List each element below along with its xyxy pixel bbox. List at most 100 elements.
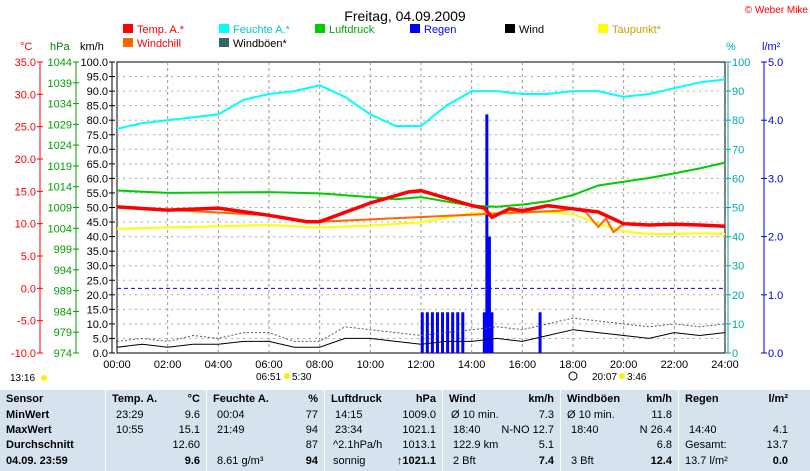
rain-bar [446,312,450,353]
pressure-axis-tick-label: 1024 [48,140,72,152]
x-tick-label: 10:00 [357,359,385,371]
series-line [116,317,726,342]
legend-swatch [219,24,229,33]
pressure-axis-tick-label: 1034 [48,99,72,111]
chart-marks [116,78,726,353]
gust-current-value: 12.4 [650,455,672,467]
rain-current-value: 0.0 [772,455,788,467]
gust-max-time: 18:40 [571,424,599,436]
wind-axis-tick-label: 10.0 [87,319,108,331]
x-tick-label: 02:00 [154,359,182,371]
temp-axis-tick-label: 30.0 [15,89,36,101]
press-max-value: 1021.1 [402,424,436,436]
humidity-axis-tick-label: 20 [732,290,744,302]
temp-max-time: 10:55 [116,424,144,436]
temp-axis-tick-label: 5.0 [21,251,36,263]
gust-unit: km/h [646,393,672,405]
pressure-axis-unit: hPa [50,41,70,53]
stats-col-sensor: Sensor MinWert MaxWert Durchschnitt 04.0… [0,390,106,471]
temp-axis-tick-label: 10.0 [15,219,36,231]
temp-axis-tick-label: -5.0 [17,316,36,328]
temp-unit: °C [187,393,200,405]
hum-avg-value: 87 [305,439,318,451]
humidity-axis-tick-label: 100 [732,57,750,69]
gust-avg-label: Ø 10 min. [567,409,615,421]
gust-avg-value: 6.8 [656,439,672,451]
wind-axis-tick-label: 15.0 [87,304,108,316]
gust-head: Windböen [567,393,621,405]
row-label-max: MaxWert [6,424,52,436]
legend-swatch [219,38,229,47]
legend-label: Wind [519,24,544,36]
temp-axis-tick-label: 20.0 [15,154,36,166]
temp-current-value: 9.6 [184,455,200,467]
legend-label: Windböen* [233,38,288,50]
pressure-axis-tick-label: 999 [54,244,72,256]
legend-swatch [315,24,325,33]
series-line [116,329,726,348]
wind-axis-tick-label: 65.0 [87,159,108,171]
rain-bar [425,312,429,353]
temp-axis-tick-label: -10.0 [11,348,36,360]
temp-head: Temp. A. [112,393,158,405]
wind-axis-tick-label: 60.0 [87,173,108,185]
rain-bar [490,312,494,353]
humidity-axis-tick-label: 70 [732,144,744,156]
gust-bft: 3 Bft [571,455,594,467]
stats-col-gust: Windböen km/h Ø 10 min. 11.8 18:40 N 26.… [561,390,679,471]
x-tick-label: 00:00 [103,359,131,371]
rain-head: Regen [685,393,719,405]
pressure-axis-tick-label: 1004 [48,223,72,235]
pressure-axis-tick-label: 1044 [48,57,72,69]
humidity-axis-tick-label: 0 [732,348,738,360]
wind-axis-unit: km/h [80,41,104,53]
rain-axis-tick-label: 2.0 [768,232,783,244]
wind-axis-tick-label: 5.0 [93,333,108,345]
x-tick-label: 14:00 [458,359,486,371]
pressure-axis-tick-label: 979 [54,327,72,339]
rain-total-label: Gesamt: [685,439,727,451]
legend-swatch [123,38,133,47]
rain-total-value: 13.7 [766,439,788,451]
rain-unit: l/m² [768,393,788,405]
pressure-axis-tick-label: 1029 [48,119,72,131]
wind-axis-tick-label: 70.0 [87,144,108,156]
hum-current-value: 94 [305,455,318,467]
rain-bar [430,312,434,353]
pressure-axis-tick-label: 1019 [48,161,72,173]
wind-max-value: N-NO 12.7 [501,424,554,436]
rain-bar [456,312,460,353]
rain-bar [451,312,455,353]
wind-axis-tick-label: 20.0 [87,290,108,302]
wind-axis-tick-label: 50.0 [87,203,108,215]
legend-swatch [410,24,420,33]
left-time-label: 13:16 [10,373,35,384]
wind-head: Wind [449,393,476,405]
wind-axis-tick-label: 90.0 [87,86,108,98]
hum-absolute: 8.61 g/m³ [217,455,264,467]
pressure-axis-tick-label: 1039 [48,78,72,90]
sunset-sun-icon [619,373,625,379]
wind-axis-tick-label: 35.0 [87,246,108,258]
series-line [116,161,726,208]
humidity-axis-tick-label: 60 [732,173,744,185]
humidity-axis-tick-label: 10 [732,319,744,331]
legend-label: Luftdruck [329,24,375,36]
x-tick-label: 22:00 [661,359,689,371]
wind-axis-tick-label: 100.0 [80,57,108,69]
press-forecast: sonnig [333,455,366,467]
legend-label: Regen [424,24,456,36]
sunrise-time: 06:51 [256,372,281,383]
wind-axis-tick-label: 75.0 [87,130,108,142]
rain-bar [482,312,486,353]
sunrise-sun-icon [284,373,290,379]
legend-swatch [123,24,133,33]
wind-axis-tick-label: 30.0 [87,261,108,273]
weather-chart: Freitag, 04.09.2009 © Weber Mike Temp. A… [10,5,808,384]
wind-axis-tick-label: 40.0 [87,232,108,244]
stats-col-humidity: Feuchte A. % 00:04 77 21:49 94 87 8.61 g… [207,390,325,471]
temp-axis-tick-label: 25.0 [15,122,36,134]
pressure-axis-tick-label: 984 [54,306,72,318]
wind-avg10-value: 7.3 [538,409,554,421]
x-tick-label: 16:00 [509,359,537,371]
